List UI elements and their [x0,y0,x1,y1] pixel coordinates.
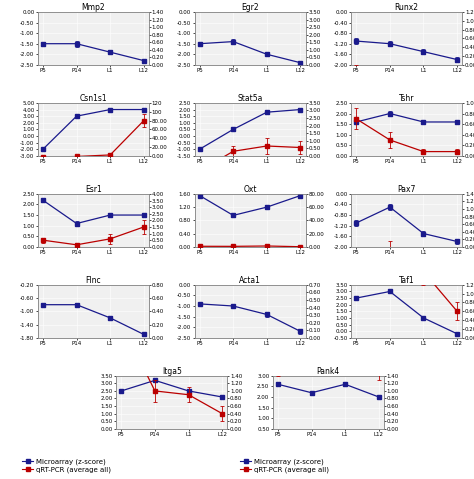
Title: Mmp2: Mmp2 [82,3,105,12]
Title: Acta1: Acta1 [239,276,261,285]
Title: Esr1: Esr1 [85,185,102,194]
Title: Itga5: Itga5 [162,367,182,376]
Title: Taf1: Taf1 [399,276,414,285]
Title: Pax7: Pax7 [398,185,416,194]
Title: Runx2: Runx2 [395,3,419,12]
Title: Tshr: Tshr [399,94,414,103]
Legend: Microarray (z-score), qRT-PCR (average all): Microarray (z-score), qRT-PCR (average a… [22,458,110,473]
Title: Egr2: Egr2 [241,3,259,12]
Title: Stat5a: Stat5a [237,94,263,103]
Title: Csn1s1: Csn1s1 [80,94,107,103]
Title: Flnc: Flnc [86,276,101,285]
Legend: Microarray (z-score), qRT-PCR (average all): Microarray (z-score), qRT-PCR (average a… [240,458,328,473]
Title: Oxt: Oxt [243,185,257,194]
Title: Pank4: Pank4 [317,367,340,376]
